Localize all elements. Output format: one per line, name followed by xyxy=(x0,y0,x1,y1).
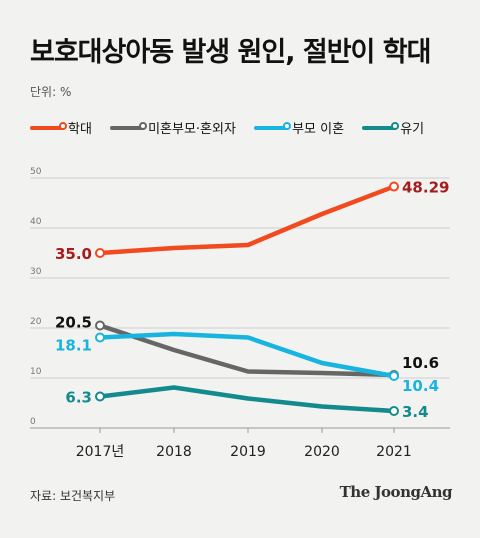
x-tick-label-1: 2018 xyxy=(156,444,192,460)
series-2-label-4: 10.4 xyxy=(402,377,439,395)
y-tick-label-20: 20 xyxy=(30,317,42,327)
legend-swatch-abuse xyxy=(30,121,67,130)
y-tick-label-0: 0 xyxy=(30,417,36,427)
series-0-label-0: 35.0 xyxy=(55,245,92,263)
y-tick-label-10: 10 xyxy=(30,367,42,377)
x-tick-label-4: 2021 xyxy=(376,444,412,460)
series-1-point-0 xyxy=(95,320,105,331)
y-tick-label-40: 40 xyxy=(30,217,42,227)
legend-item-unmarried: 미혼부모·혼외자 xyxy=(110,118,236,137)
legend-swatch-unmarried xyxy=(110,121,148,130)
series-line-3 xyxy=(97,385,397,414)
legend-label-divorce: 부모 이혼 xyxy=(292,122,345,137)
series-3-label-0: 6.3 xyxy=(65,389,92,407)
legend: 학대 미혼부모·혼외자 부모 이혼 유기 xyxy=(30,118,438,137)
series-line-2 xyxy=(97,331,397,379)
series-0-point-0 xyxy=(95,248,105,258)
series-2-point-0 xyxy=(95,332,105,343)
legend-item-abandonment: 유기 xyxy=(362,118,424,137)
y-tick-label-30: 30 xyxy=(30,267,42,277)
series-0-point-4 xyxy=(389,181,399,192)
x-tick-label-0: 2017년 xyxy=(76,444,125,460)
series-3-point-0 xyxy=(95,391,105,402)
y-tick-label-50: 50 xyxy=(30,167,42,177)
series-line-1 xyxy=(97,323,397,378)
unit-label: 단위: % xyxy=(30,85,72,99)
legend-label-abandonment: 유기 xyxy=(400,122,425,137)
series-2-label-0: 18.1 xyxy=(55,337,92,355)
series-2-point-4 xyxy=(389,371,399,381)
legend-label-abuse: 학대 xyxy=(68,122,92,137)
chart-title: 보호대상아동 발생 원인, 절반이 학대 xyxy=(30,37,431,68)
series-3-point-4 xyxy=(389,406,399,416)
series-1-label-4: 10.6 xyxy=(402,354,439,372)
x-tick-label-3: 2020 xyxy=(304,444,340,460)
series-line-0 xyxy=(97,184,397,256)
legend-swatch-abandonment xyxy=(362,121,400,130)
legend-swatch-divorce xyxy=(254,121,292,130)
series-3-label-4: 3.4 xyxy=(402,403,429,421)
series-1-label-0: 20.5 xyxy=(55,314,92,332)
legend-item-abuse: 학대 xyxy=(30,118,92,137)
legend-label-unmarried: 미혼부모·혼외자 xyxy=(148,122,236,137)
legend-item-divorce: 부모 이혼 xyxy=(254,118,344,137)
series-0-label-4: 48.29 xyxy=(402,179,449,197)
x-tick-label-2: 2019 xyxy=(230,444,266,460)
source-note: 자료: 보건복지부 xyxy=(30,489,116,503)
brand-logo: The JoongAng xyxy=(339,483,453,501)
